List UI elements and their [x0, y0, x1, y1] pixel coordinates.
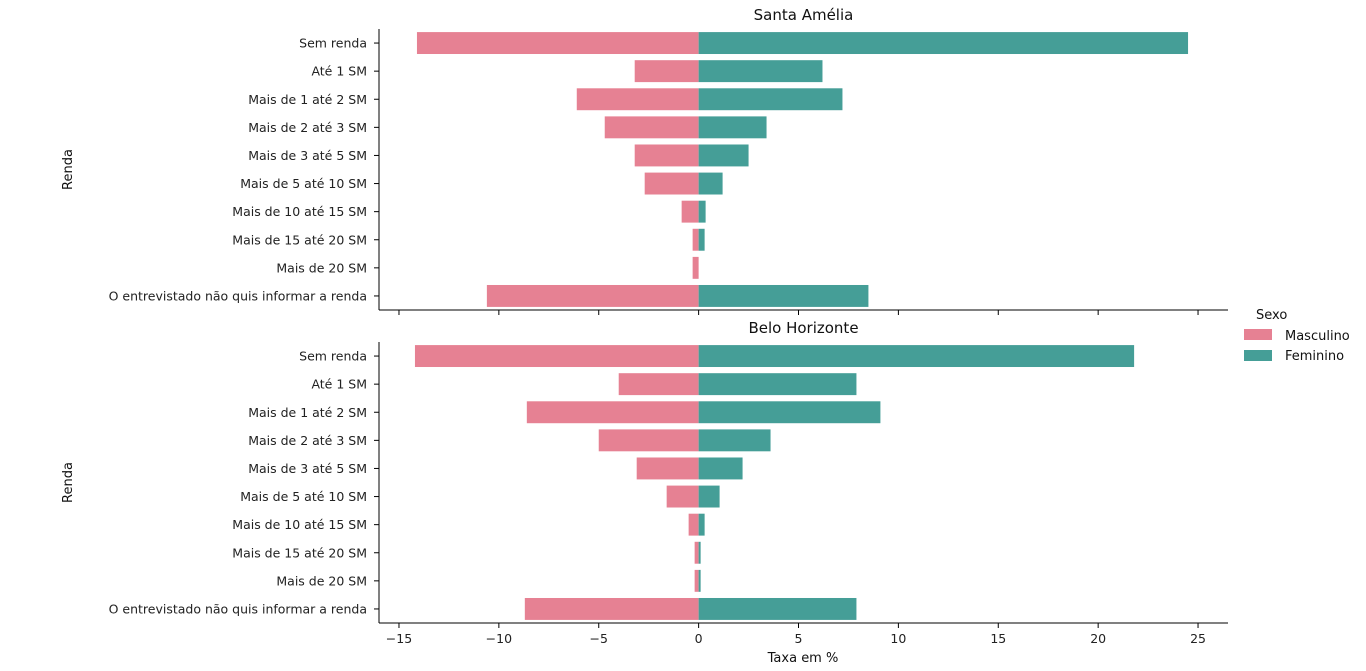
panel-title-santa-amelia: Santa Amélia [754, 6, 854, 24]
x-tick-label-6: 15 [990, 631, 1006, 646]
bar-belo-horizonte-masculino-mais-de-15-ate-20-sm [694, 541, 699, 564]
y-tick-label-belo-horizonte-mais-de-1-ate-2-sm: Mais de 1 até 2 SM [248, 405, 367, 420]
bar-santa-amelia-feminino-mais-de-10-ate-15-sm [698, 200, 706, 223]
bar-belo-horizonte-masculino-ate-1-sm [618, 373, 699, 396]
bar-belo-horizonte-masculino-mais-de-3-ate-5-sm [636, 457, 699, 480]
y-tick-label-santa-amelia-sem-renda: Sem renda [299, 36, 367, 51]
y-axis-title-santa-amelia: Renda [61, 149, 76, 190]
bar-santa-amelia-feminino-ate-1-sm [698, 60, 823, 83]
bar-santa-amelia-feminino-mais-de-3-ate-5-sm [698, 144, 749, 167]
y-tick-label-belo-horizonte-mais-de-3-ate-5-sm: Mais de 3 até 5 SM [248, 461, 367, 476]
y-tick-label-santa-amelia-mais-de-10-ate-15-sm: Mais de 10 até 15 SM [232, 204, 367, 219]
bar-belo-horizonte-feminino-mais-de-1-ate-2-sm [698, 401, 881, 424]
bar-santa-amelia-masculino-ate-1-sm [634, 60, 699, 83]
bar-belo-horizonte-masculino-mais-de-2-ate-3-sm [598, 429, 699, 452]
x-tick-label-8: 25 [1190, 631, 1206, 646]
y-tick-label-santa-amelia-mais-de-5-ate-10-sm: Mais de 5 até 10 SM [240, 176, 367, 191]
panel-santa-amelia: Santa Amélia Renda Sem renda Até 1 SM Mais d… [61, 6, 1228, 315]
bar-belo-horizonte-masculino-mais-de-10-ate-15-sm [688, 513, 699, 536]
bar-santa-amelia-feminino-mais-de-15-ate-20-sm [698, 228, 705, 251]
legend-label-feminino: Feminino [1285, 349, 1344, 364]
bar-santa-amelia-masculino-mais-de-15-ate-20-sm [692, 228, 699, 251]
y-tick-label-belo-horizonte-mais-de-10-ate-15-sm: Mais de 10 até 15 SM [232, 517, 367, 532]
y-tick-label-santa-amelia-ate-1-sm: Até 1 SM [311, 64, 367, 79]
bar-belo-horizonte-masculino-mais-de-20-sm [694, 569, 699, 592]
bar-santa-amelia-masculino-mais-de-10-ate-15-sm [681, 200, 699, 223]
legend-swatch-masculino [1244, 329, 1272, 340]
panel-title-belo-horizonte: Belo Horizonte [748, 319, 858, 337]
y-tick-label-belo-horizonte-ate-1-sm: Até 1 SM [311, 377, 367, 392]
y-tick-label-belo-horizonte-sem-renda: Sem renda [299, 349, 367, 364]
bar-belo-horizonte-feminino-mais-de-3-ate-5-sm [698, 457, 743, 480]
bar-santa-amelia-masculino-mais-de-3-ate-5-sm [634, 144, 699, 167]
y-tick-label-belo-horizonte-mais-de-2-ate-3-sm: Mais de 2 até 3 SM [248, 433, 367, 448]
x-tick-label-4: 5 [795, 631, 803, 646]
bar-belo-horizonte-feminino-o-entrevistado-nao-quis-informar-a-renda [698, 597, 857, 620]
bar-belo-horizonte-masculino-o-entrevistado-nao-quis-informar-a-renda [524, 597, 699, 620]
bar-santa-amelia-masculino-mais-de-20-sm [692, 256, 699, 279]
bar-belo-horizonte-feminino-mais-de-20-sm [698, 569, 701, 592]
y-tick-label-belo-horizonte-o-entrevistado-nao-quis-informar-a-renda: O entrevistado não quis informar a renda [109, 601, 367, 616]
x-tick-label-7: 20 [1090, 631, 1106, 646]
bar-santa-amelia-feminino-o-entrevistado-nao-quis-informar-a-renda [698, 284, 869, 307]
x-tick-label-2: −5 [590, 631, 608, 646]
legend: Sexo Masculino Feminino [1244, 308, 1350, 364]
bar-belo-horizonte-masculino-sem-renda [414, 345, 699, 368]
y-tick-label-santa-amelia-mais-de-15-ate-20-sm: Mais de 15 até 20 SM [232, 232, 367, 247]
bar-belo-horizonte-feminino-mais-de-15-ate-20-sm [698, 541, 701, 564]
bar-belo-horizonte-masculino-mais-de-5-ate-10-sm [666, 485, 699, 508]
legend-title: Sexo [1256, 308, 1287, 323]
bar-belo-horizonte-feminino-mais-de-5-ate-10-sm [698, 485, 720, 508]
bar-santa-amelia-feminino-mais-de-2-ate-3-sm [698, 116, 767, 139]
chart-panels: Santa Amélia Renda Sem renda Até 1 SM Mais d… [61, 6, 1228, 646]
legend-swatch-feminino [1244, 350, 1272, 361]
bar-santa-amelia-masculino-mais-de-2-ate-3-sm [604, 116, 699, 139]
legend-label-masculino: Masculino [1285, 329, 1350, 344]
y-tick-label-santa-amelia-mais-de-2-ate-3-sm: Mais de 2 até 3 SM [248, 120, 367, 135]
bar-belo-horizonte-masculino-mais-de-1-ate-2-sm [526, 401, 699, 424]
x-axis-title: Taxa em % [767, 651, 839, 666]
bar-belo-horizonte-feminino-ate-1-sm [698, 373, 857, 396]
bar-belo-horizonte-feminino-sem-renda [698, 345, 1135, 368]
y-tick-label-belo-horizonte-mais-de-15-ate-20-sm: Mais de 15 até 20 SM [232, 545, 367, 560]
y-tick-label-santa-amelia-mais-de-20-sm: Mais de 20 SM [276, 260, 367, 275]
y-tick-label-santa-amelia-o-entrevistado-nao-quis-informar-a-renda: O entrevistado não quis informar a renda [109, 288, 367, 303]
x-tick-label-1: −10 [486, 631, 512, 646]
bar-santa-amelia-feminino-mais-de-1-ate-2-sm [698, 88, 843, 111]
x-tick-label-5: 10 [890, 631, 906, 646]
y-tick-label-belo-horizonte-mais-de-5-ate-10-sm: Mais de 5 até 10 SM [240, 489, 367, 504]
x-tick-label-3: 0 [695, 631, 703, 646]
bar-belo-horizonte-feminino-mais-de-10-ate-15-sm [698, 513, 705, 536]
bar-santa-amelia-masculino-sem-renda [416, 32, 699, 55]
bar-belo-horizonte-feminino-mais-de-2-ate-3-sm [698, 429, 771, 452]
bar-santa-amelia-masculino-mais-de-1-ate-2-sm [576, 88, 699, 111]
panel-belo-horizonte: Belo Horizonte Renda Sem renda Até 1 SM Mais… [61, 319, 1228, 646]
bar-santa-amelia-feminino-mais-de-5-ate-10-sm [698, 172, 723, 195]
bar-santa-amelia-feminino-sem-renda [698, 32, 1189, 55]
y-axis-title-belo-horizonte: Renda [61, 462, 76, 503]
bar-santa-amelia-masculino-o-entrevistado-nao-quis-informar-a-renda [486, 284, 699, 307]
bar-santa-amelia-masculino-mais-de-5-ate-10-sm [644, 172, 699, 195]
y-tick-label-belo-horizonte-mais-de-20-sm: Mais de 20 SM [276, 573, 367, 588]
y-tick-label-santa-amelia-mais-de-3-ate-5-sm: Mais de 3 até 5 SM [248, 148, 367, 163]
y-tick-label-santa-amelia-mais-de-1-ate-2-sm: Mais de 1 até 2 SM [248, 92, 367, 107]
x-tick-label-0: −15 [386, 631, 412, 646]
